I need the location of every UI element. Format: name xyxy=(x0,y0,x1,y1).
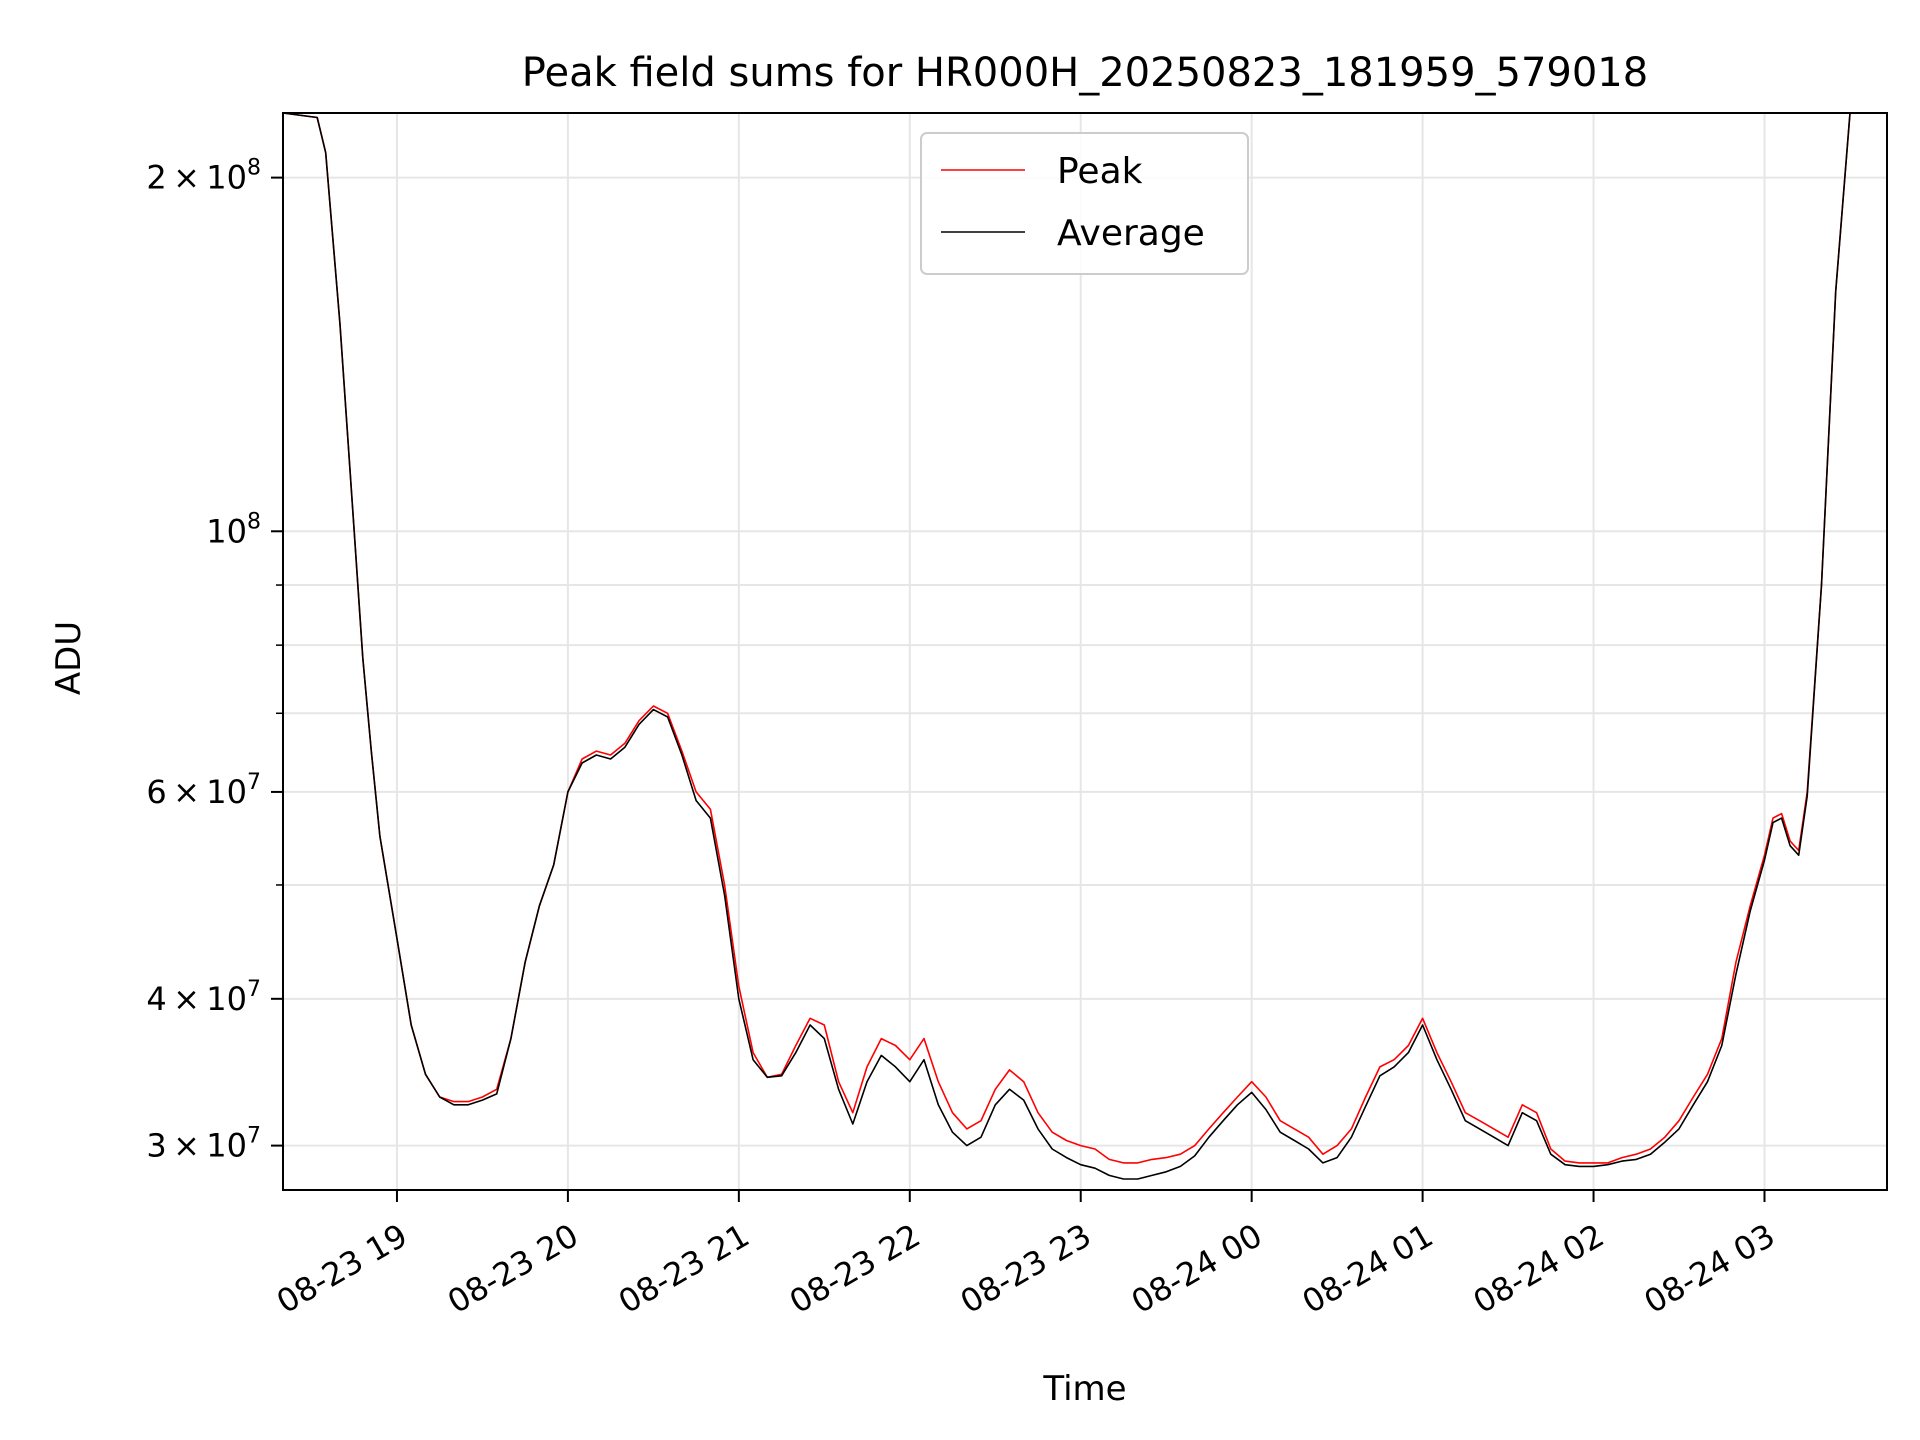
y-tick-exponent: 8 xyxy=(247,156,261,181)
chart-title: Peak field sums for HR000H_20250823_1819… xyxy=(522,50,1648,96)
y-tick-label: 2 × 108 xyxy=(146,156,261,197)
legend: Peak Average xyxy=(920,132,1249,275)
y-tick-exponent: 7 xyxy=(247,770,261,795)
legend-label-peak: Peak xyxy=(1057,151,1143,192)
y-tick-label: 3 × 107 xyxy=(146,1124,261,1165)
plot-frame xyxy=(282,112,1888,1191)
y-axis-title: ADU xyxy=(49,621,89,695)
y-tick-exponent: 7 xyxy=(247,977,261,1002)
y-tick-exponent: 8 xyxy=(247,509,261,534)
legend-box xyxy=(920,132,1249,275)
legend-label-average: Average xyxy=(1057,213,1205,254)
y-tick-label: 108 xyxy=(206,509,261,550)
y-tick-label: 6 × 107 xyxy=(146,770,261,811)
series-line-average xyxy=(282,112,1851,1180)
series-lines xyxy=(282,112,1851,1180)
x-axis-title: Time xyxy=(1042,1369,1126,1409)
y-tick-exponent: 7 xyxy=(247,1124,261,1149)
y-tick-label: 4 × 107 xyxy=(146,977,261,1018)
